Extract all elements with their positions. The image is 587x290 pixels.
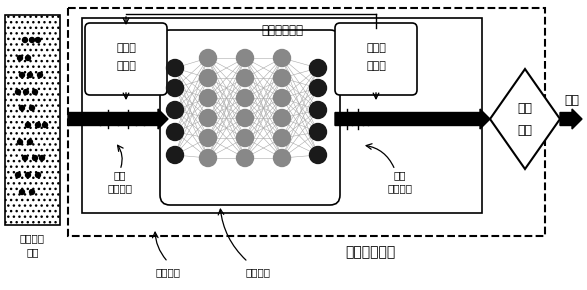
Circle shape [23, 90, 29, 95]
Circle shape [274, 90, 291, 106]
Circle shape [167, 59, 184, 77]
Circle shape [15, 90, 21, 95]
Circle shape [237, 130, 254, 146]
Circle shape [35, 37, 41, 43]
Circle shape [237, 70, 254, 86]
Circle shape [42, 122, 48, 128]
Circle shape [200, 130, 217, 146]
Circle shape [25, 173, 31, 177]
Circle shape [237, 50, 254, 66]
Circle shape [25, 122, 31, 128]
Circle shape [38, 72, 42, 77]
Polygon shape [68, 109, 168, 129]
Circle shape [22, 155, 28, 160]
Polygon shape [560, 109, 582, 129]
Text: 片外决策: 片外决策 [156, 267, 180, 277]
Circle shape [237, 110, 254, 126]
Circle shape [35, 173, 41, 177]
Text: 神经拟态芯片: 神经拟态芯片 [345, 245, 395, 259]
Text: 脉冲神经网络: 脉冲神经网络 [261, 23, 303, 37]
Circle shape [200, 110, 217, 126]
Circle shape [237, 150, 254, 166]
Circle shape [274, 50, 291, 66]
Circle shape [200, 50, 217, 66]
Circle shape [200, 90, 217, 106]
Circle shape [29, 106, 35, 110]
Circle shape [22, 37, 28, 43]
Text: 数模块: 数模块 [116, 61, 136, 71]
Text: 事件成像: 事件成像 [20, 233, 45, 243]
Polygon shape [490, 69, 560, 169]
Circle shape [29, 189, 35, 195]
FancyBboxPatch shape [335, 23, 417, 95]
Circle shape [28, 139, 32, 144]
Circle shape [167, 146, 184, 164]
Circle shape [167, 102, 184, 119]
Circle shape [19, 189, 25, 195]
Circle shape [39, 155, 45, 160]
Circle shape [28, 72, 32, 77]
Circle shape [18, 55, 22, 61]
Circle shape [309, 59, 326, 77]
Bar [5, 15, 60, 225]
Circle shape [309, 146, 326, 164]
Circle shape [35, 122, 41, 128]
Text: 第二计: 第二计 [366, 43, 386, 53]
Text: 模块: 模块 [518, 124, 532, 137]
Circle shape [15, 173, 21, 177]
Polygon shape [335, 109, 490, 129]
Text: 第一计: 第一计 [116, 43, 136, 53]
Text: 片内决策: 片内决策 [245, 267, 271, 277]
Circle shape [309, 102, 326, 119]
Circle shape [309, 79, 326, 97]
Bar [68, 8, 545, 236]
FancyBboxPatch shape [85, 23, 167, 95]
Text: 决策: 决策 [518, 102, 532, 115]
Circle shape [309, 124, 326, 140]
Circle shape [167, 79, 184, 97]
Text: 脉冲事件: 脉冲事件 [387, 183, 413, 193]
Circle shape [274, 130, 291, 146]
Circle shape [200, 150, 217, 166]
Bar [82, 18, 482, 213]
Circle shape [237, 90, 254, 106]
Text: 装置: 装置 [26, 247, 39, 257]
Circle shape [32, 155, 38, 160]
Text: 脉冲事件: 脉冲事件 [107, 183, 133, 193]
Circle shape [200, 70, 217, 86]
Text: 输出: 输出 [394, 170, 406, 180]
Circle shape [32, 90, 38, 95]
Circle shape [19, 106, 25, 110]
Circle shape [167, 124, 184, 140]
Text: 输入: 输入 [114, 170, 126, 180]
Circle shape [18, 139, 22, 144]
Circle shape [25, 55, 31, 61]
Circle shape [274, 150, 291, 166]
FancyBboxPatch shape [160, 30, 340, 205]
Text: 数模块: 数模块 [366, 61, 386, 71]
Circle shape [29, 37, 35, 43]
Text: 输出: 输出 [565, 93, 579, 106]
Circle shape [19, 72, 25, 77]
Circle shape [274, 70, 291, 86]
Circle shape [274, 110, 291, 126]
